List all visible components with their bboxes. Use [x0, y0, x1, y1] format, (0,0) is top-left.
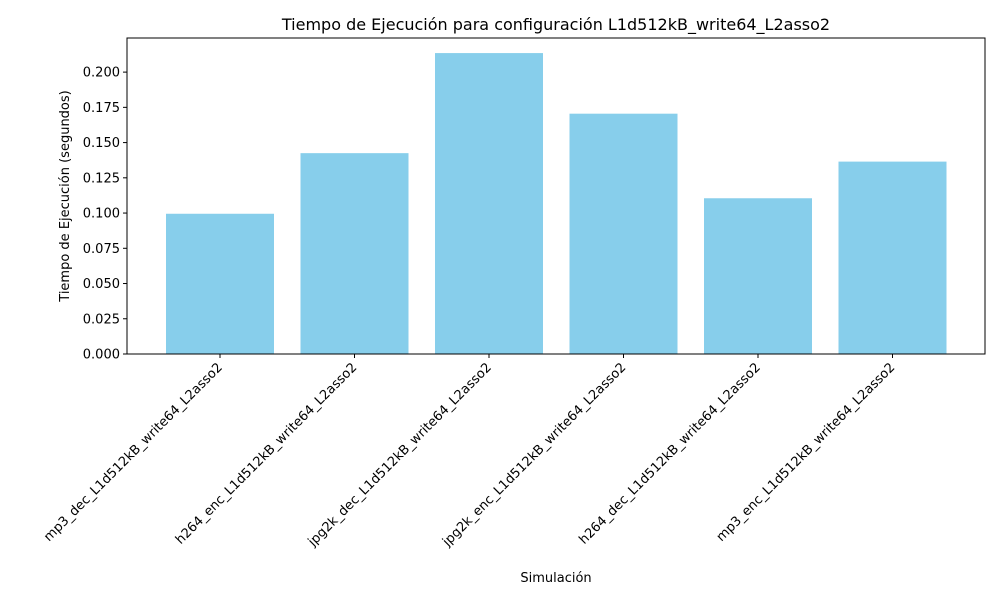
y-tick-label: 0.200 [83, 66, 120, 81]
bar [300, 153, 409, 354]
y-tick-label: 0.075 [83, 242, 120, 257]
y-tick-label: 0.050 [83, 277, 120, 292]
bar [435, 53, 543, 354]
plot-area-frame [126, 37, 986, 355]
y-tick-label: 0.175 [83, 101, 120, 116]
bar [166, 213, 274, 354]
bars-group [166, 53, 947, 355]
y-tick-label: 0.100 [83, 207, 120, 222]
bar [569, 113, 678, 355]
bar [838, 161, 947, 354]
y-axis-label: Tiempo de Ejecución (segundos) [58, 90, 73, 302]
x-axis-label: Simulación [520, 571, 591, 586]
y-axis-ticks: 0.000 0.025 0.050 0.075 0.100 0.125 0.150 0.175… [83, 66, 127, 363]
y-tick-label: 0.150 [83, 136, 120, 151]
y-tick-label: 0.025 [83, 312, 120, 327]
y-tick-label: 0.125 [83, 171, 120, 186]
x-axis-ticks: mp3_dec_L1d512kB_write64_L2asso2h264_enc… [41, 354, 898, 550]
bar [704, 198, 812, 354]
chart-title: Tiempo de Ejecución para configuración L… [281, 15, 830, 35]
y-tick-label: 0.000 [83, 348, 120, 363]
